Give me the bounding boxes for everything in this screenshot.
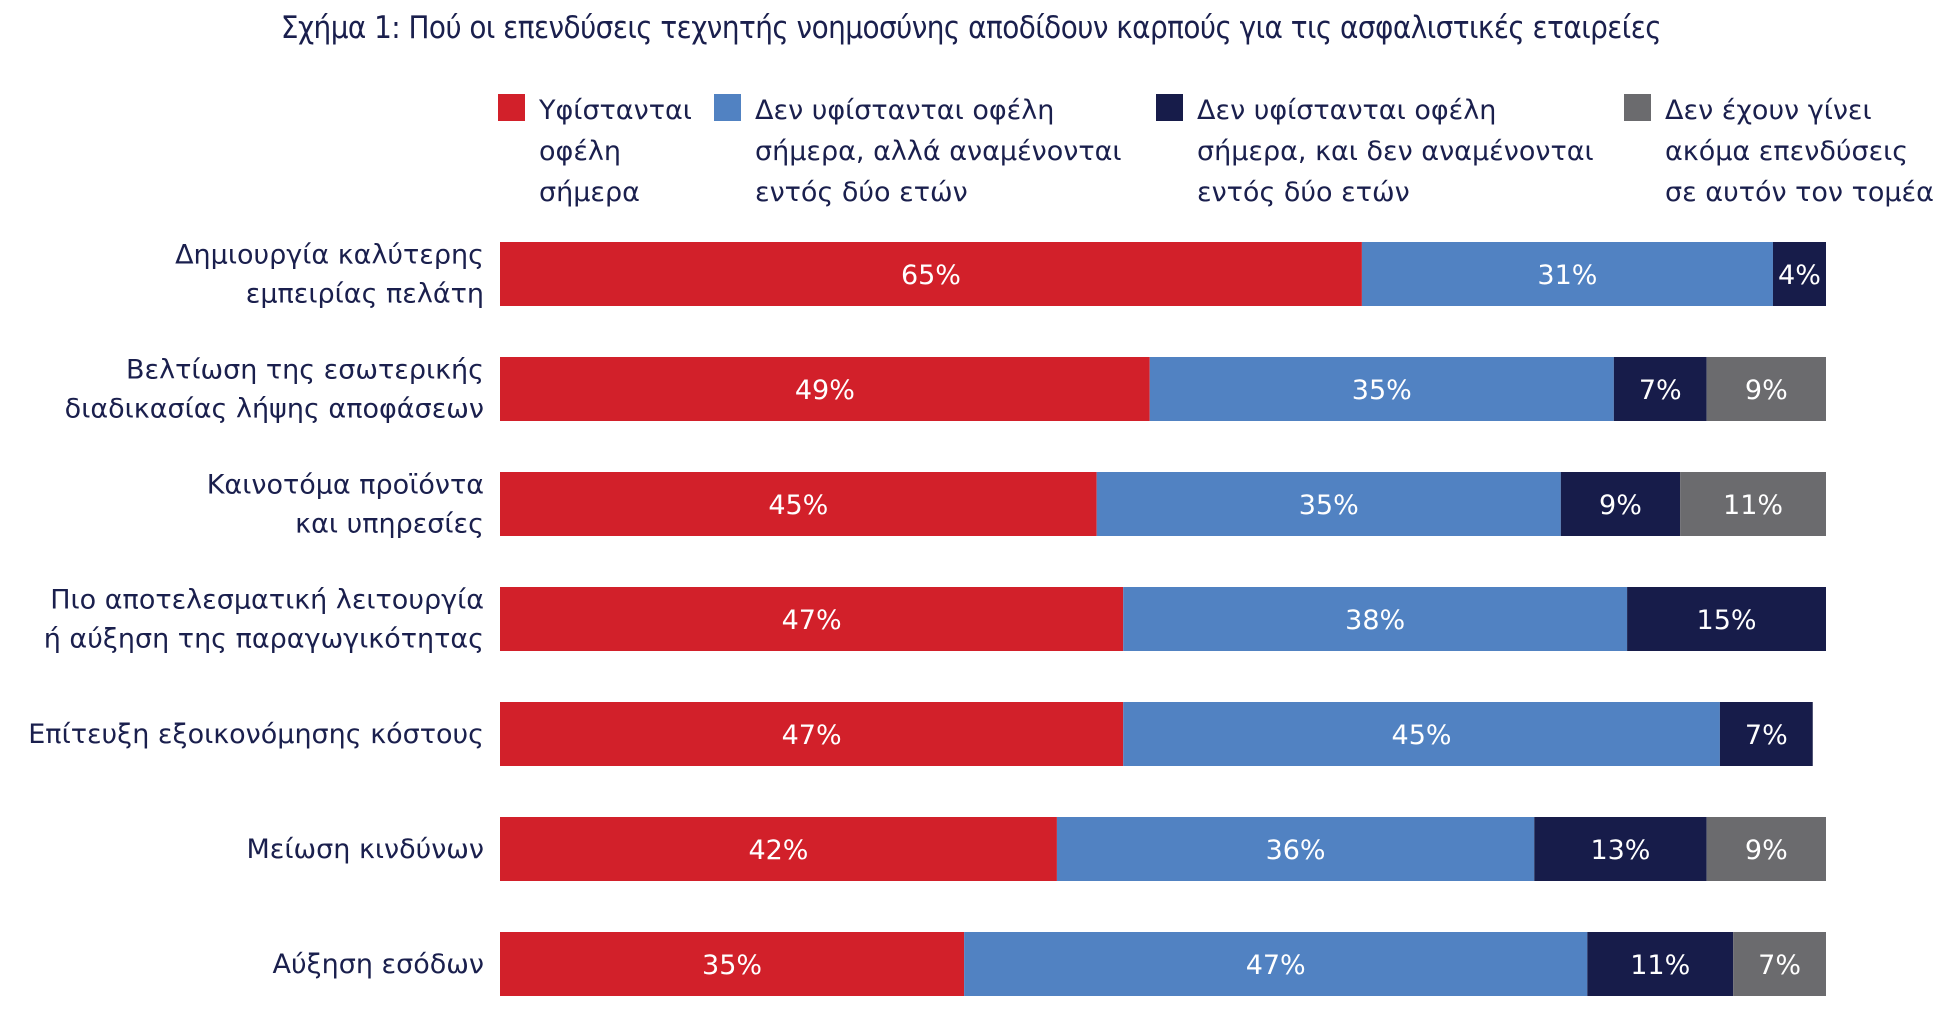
data-label-3-0: 47%	[782, 605, 842, 636]
legend-swatch-0	[498, 94, 525, 121]
data-label-0-2: 4%	[1778, 260, 1821, 291]
category-label-3: Πιο αποτελεσματική λειτουργία ή αύξηση τη…	[44, 585, 484, 655]
data-label-2-0: 45%	[768, 490, 828, 521]
bar-segment-2-3	[1680, 472, 1826, 536]
data-label-5-0: 42%	[748, 835, 808, 866]
legend-label-2: Δεν υφίστανται οφέλη σήμερα, και δεν ανα…	[1197, 90, 1594, 213]
bar-segment-1-2	[1613, 357, 1707, 421]
data-label-3-2: 15%	[1697, 605, 1757, 636]
category-label-1-line-1: διαδικασίας λήψης αποφάσεων	[65, 394, 484, 425]
legend-label-0-line-0: Υφίστανται	[539, 95, 692, 126]
data-label-1-2: 7%	[1639, 375, 1682, 406]
legend-label-1-line-1: σήμερα, αλλά αναμένονται	[755, 136, 1122, 167]
bar-segment-5-3	[1706, 817, 1826, 881]
category-label-0: Δημιουργία καλύτερης εμπειρίας πελάτη	[175, 240, 484, 310]
bar-segment-3-2	[1627, 587, 1826, 651]
bar-segment-2-2	[1560, 472, 1681, 536]
bar-segment-1-1	[1149, 357, 1614, 421]
bar-segment-3-1	[1123, 587, 1628, 651]
bar-segment-0-0	[500, 242, 1362, 306]
data-label-5-2: 13%	[1590, 835, 1650, 866]
data-label-4-0: 47%	[782, 720, 842, 751]
data-label-0-0: 65%	[901, 260, 961, 291]
bar-segment-6-2	[1587, 932, 1734, 996]
legend-swatch-1	[714, 94, 741, 121]
data-label-5-3: 9%	[1745, 835, 1788, 866]
bar-segment-4-0	[500, 702, 1124, 766]
data-label-6-3: 7%	[1758, 950, 1801, 981]
bar-segment-0-2	[1772, 242, 1826, 306]
data-label-4-1: 45%	[1392, 720, 1452, 751]
category-label-4: Επίτευξη εξοικονόμησης κόστους	[28, 719, 484, 750]
legend-label-0-line-2: σήμερα	[539, 177, 640, 208]
legend-item-3: Δεν έχουν γίνει ακόμα επενδύσεις σε αυτό…	[1624, 90, 1934, 213]
category-label-6-line-0: Αύξηση εσόδων	[272, 949, 484, 980]
legend-label-0-line-1: οφέλη	[539, 136, 622, 167]
bar-segment-6-1	[964, 932, 1588, 996]
bar-segment-5-2	[1534, 817, 1707, 881]
legend-label-3-line-1: ακόμα επενδύσεις	[1665, 136, 1909, 167]
category-label-2-line-1: και υπηρεσίες	[295, 509, 484, 540]
data-label-6-2: 11%	[1630, 950, 1690, 981]
category-label-1: Βελτίωση της εσωτερικής διαδικασίας λήψης…	[65, 355, 484, 425]
category-label-2-line-0: Καινοτόμα προϊόντα	[207, 470, 484, 501]
bar-segment-4-1	[1123, 702, 1720, 766]
category-label-3-line-1: ή αύξηση της παραγωγικότητας	[44, 624, 484, 655]
bar-segment-6-3	[1733, 932, 1826, 996]
data-label-5-1: 36%	[1266, 835, 1326, 866]
category-label-6: Αύξηση εσόδων	[272, 949, 484, 980]
legend-item-1: Δεν υφίστανται οφέλη σήμερα, αλλά αναμέν…	[714, 90, 1122, 213]
legend-label-3-line-0: Δεν έχουν γίνει	[1665, 95, 1872, 126]
data-label-6-0: 35%	[702, 950, 762, 981]
bar-segment-0-1	[1361, 242, 1773, 306]
legend-swatch-3	[1624, 94, 1651, 121]
data-label-2-2: 9%	[1599, 490, 1642, 521]
legend-label-1-line-0: Δεν υφίστανται οφέλη	[755, 95, 1055, 126]
category-label-0-line-1: εμπειρίας πελάτη	[246, 279, 484, 310]
legend-item-0: Υφίστανται οφέλη σήμερα	[498, 90, 692, 213]
data-label-0-1: 31%	[1537, 260, 1597, 291]
legend-item-2: Δεν υφίστανται οφέλη σήμερα, και δεν ανα…	[1156, 90, 1594, 213]
category-label-3-line-0: Πιο αποτελεσματική λειτουργία	[50, 585, 484, 616]
legend-label-3: Δεν έχουν γίνει ακόμα επενδύσεις σε αυτό…	[1665, 90, 1934, 213]
legend-label-0: Υφίστανται οφέλη σήμερα	[539, 90, 692, 213]
data-label-2-3: 11%	[1723, 490, 1783, 521]
legend-swatch-2	[1156, 94, 1183, 121]
bar-segment-3-0	[500, 587, 1124, 651]
bar-segment-5-0	[500, 817, 1057, 881]
bar-segment-2-0	[500, 472, 1097, 536]
data-label-1-1: 35%	[1352, 375, 1412, 406]
legend-label-3-line-2: σε αυτόν τον τομέα	[1665, 177, 1934, 208]
bar-segment-2-1	[1096, 472, 1561, 536]
category-label-2: Καινοτόμα προϊόντα και υπηρεσίες	[207, 470, 484, 540]
data-label-1-3: 9%	[1745, 375, 1788, 406]
chart-title: Σχήμα 1: Πού οι επενδύσεις τεχνητής νοημ…	[280, 10, 1662, 46]
category-label-5-line-0: Μείωση κινδύνων	[247, 834, 485, 865]
category-label-4-line-0: Επίτευξη εξοικονόμησης κόστους	[28, 719, 484, 750]
legend-label-2-line-2: εντός δύο ετών	[1197, 177, 1410, 208]
category-label-0-line-0: Δημιουργία καλύτερης	[175, 240, 484, 271]
data-label-6-1: 47%	[1246, 950, 1306, 981]
bar-segment-5-1	[1056, 817, 1535, 881]
legend-label-2-line-1: σήμερα, και δεν αναμένονται	[1197, 136, 1594, 167]
bar-segment-1-0	[500, 357, 1150, 421]
legend-label-1: Δεν υφίστανται οφέλη σήμερα, αλλά αναμέν…	[755, 90, 1122, 213]
data-label-2-1: 35%	[1299, 490, 1359, 521]
bar-segment-1-3	[1706, 357, 1826, 421]
category-label-5: Μείωση κινδύνων	[247, 834, 485, 865]
data-label-4-2: 7%	[1745, 720, 1788, 751]
bar-segment-4-2	[1719, 702, 1813, 766]
data-label-3-1: 38%	[1345, 605, 1405, 636]
data-label-1-0: 49%	[795, 375, 855, 406]
legend-label-2-line-0: Δεν υφίστανται οφέλη	[1197, 95, 1497, 126]
bar-segment-6-0	[500, 932, 965, 996]
category-label-1-line-0: Βελτίωση της εσωτερικής	[126, 355, 484, 386]
legend-label-1-line-2: εντός δύο ετών	[755, 177, 968, 208]
